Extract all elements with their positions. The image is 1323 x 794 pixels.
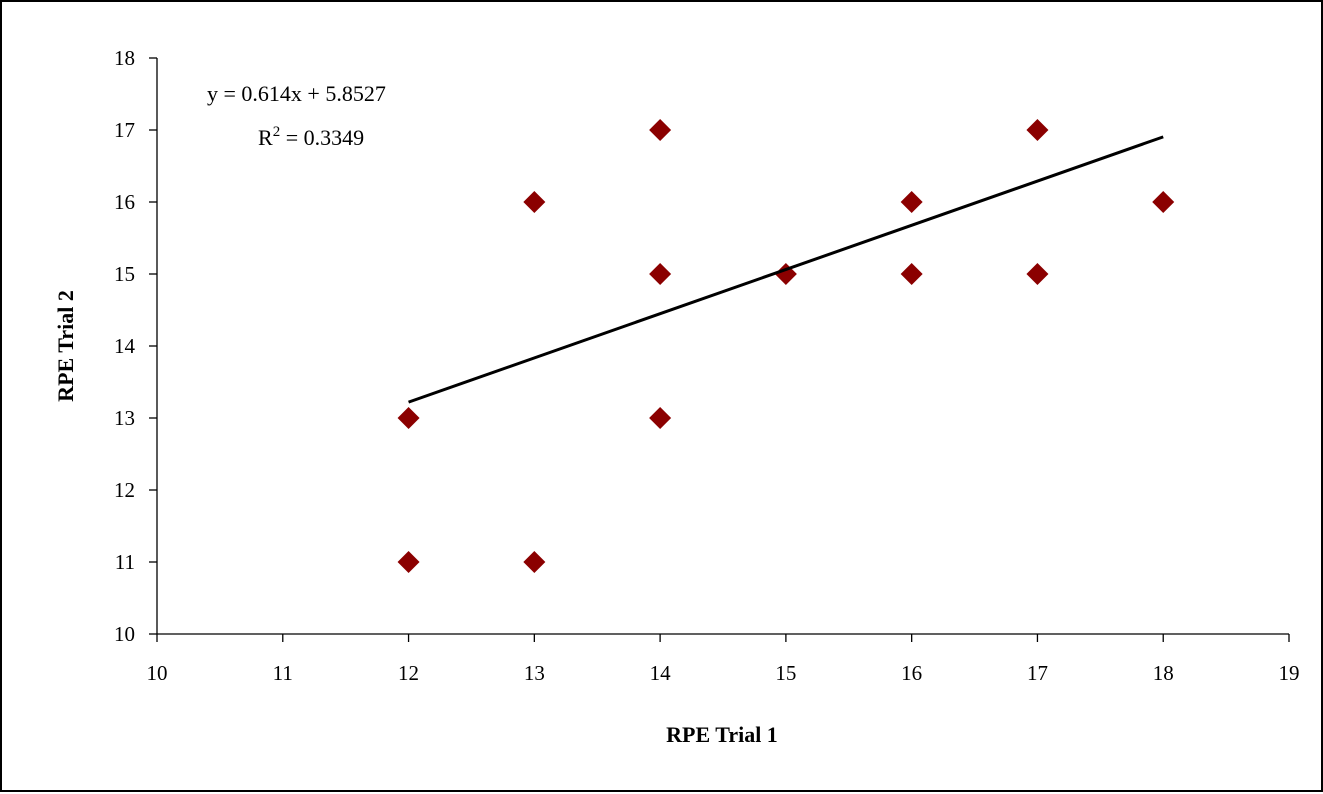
y-tick-label: 12 bbox=[114, 478, 135, 502]
data-point bbox=[523, 551, 546, 573]
data-point bbox=[1026, 119, 1049, 141]
x-tick-label: 14 bbox=[650, 661, 672, 685]
x-tick-label: 15 bbox=[775, 661, 796, 685]
y-tick-label: 16 bbox=[114, 190, 135, 214]
trendline bbox=[408, 135, 1164, 404]
data-point bbox=[1152, 191, 1175, 213]
x-axis-title: RPE Trial 1 bbox=[666, 722, 778, 747]
y-tick-label: 10 bbox=[114, 622, 135, 646]
y-tick-label: 11 bbox=[115, 550, 135, 574]
data-point bbox=[397, 551, 420, 573]
y-tick-label: 15 bbox=[114, 262, 135, 286]
x-tick-label: 11 bbox=[273, 661, 293, 685]
data-points bbox=[397, 119, 1175, 573]
r-squared-value: = 0.3349 bbox=[280, 125, 364, 150]
y-axis-ticks: 10 11 12 13 14 15 16 17 18 bbox=[114, 46, 157, 646]
y-tick-label: 18 bbox=[114, 46, 135, 70]
data-point bbox=[1026, 263, 1049, 285]
data-point bbox=[900, 191, 923, 213]
y-tick-label: 17 bbox=[114, 118, 135, 142]
r-squared-prefix: R bbox=[258, 125, 273, 150]
data-point bbox=[649, 407, 672, 429]
x-tick-label: 16 bbox=[901, 661, 922, 685]
data-point bbox=[649, 119, 672, 141]
r-squared-label: R2 = 0.3349 bbox=[258, 124, 364, 150]
x-tick-label: 19 bbox=[1279, 661, 1300, 685]
x-tick-label: 12 bbox=[398, 661, 419, 685]
x-tick-label: 18 bbox=[1153, 661, 1174, 685]
trendline-group bbox=[408, 135, 1164, 404]
x-tick-label: 10 bbox=[147, 661, 168, 685]
y-tick-label: 13 bbox=[114, 406, 135, 430]
data-point bbox=[523, 191, 546, 213]
data-point bbox=[649, 263, 672, 285]
y-tick-label: 14 bbox=[114, 334, 136, 358]
data-point bbox=[900, 263, 923, 285]
x-tick-label: 17 bbox=[1027, 661, 1048, 685]
x-tick-label: 13 bbox=[524, 661, 545, 685]
x-axis-ticks: 10 11 12 13 14 15 16 17 18 19 bbox=[147, 634, 1300, 685]
y-axis-title: RPE Trial 2 bbox=[53, 290, 78, 402]
trendline-equation: y = 0.614x + 5.8527 bbox=[207, 81, 386, 106]
data-point bbox=[397, 407, 420, 429]
r-squared-superscript: 2 bbox=[273, 124, 281, 140]
